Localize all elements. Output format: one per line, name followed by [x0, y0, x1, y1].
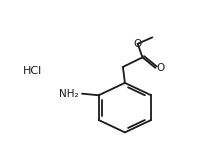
Text: O: O — [156, 63, 164, 73]
Text: NH₂: NH₂ — [59, 89, 79, 99]
Text: O: O — [134, 39, 142, 49]
Text: HCl: HCl — [23, 66, 43, 76]
